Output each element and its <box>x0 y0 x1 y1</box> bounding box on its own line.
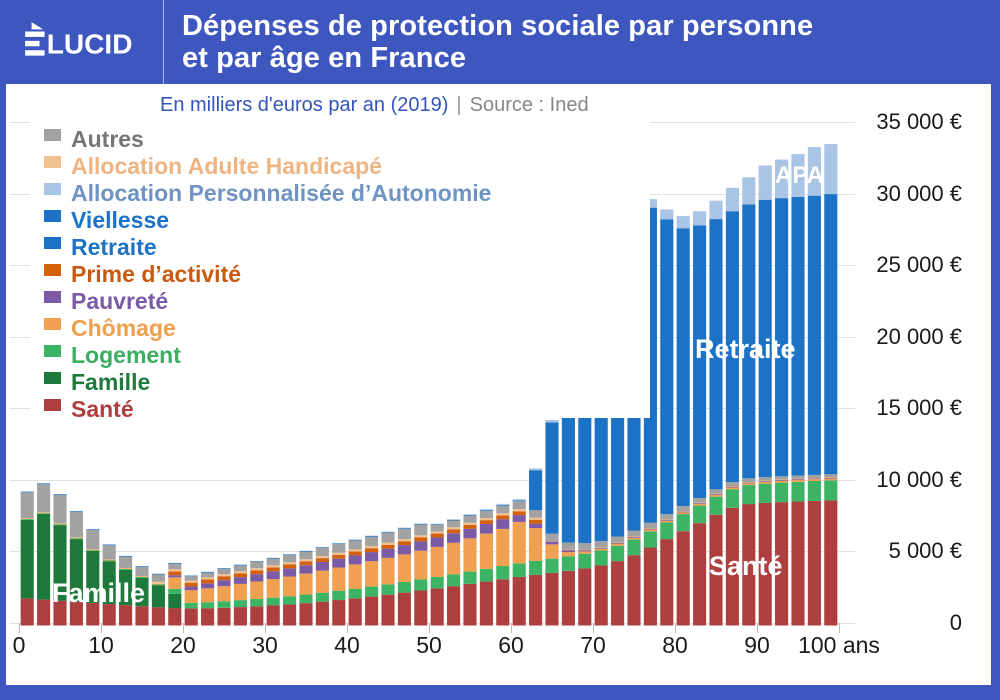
svg-text:LUCID: LUCID <box>47 28 133 56</box>
